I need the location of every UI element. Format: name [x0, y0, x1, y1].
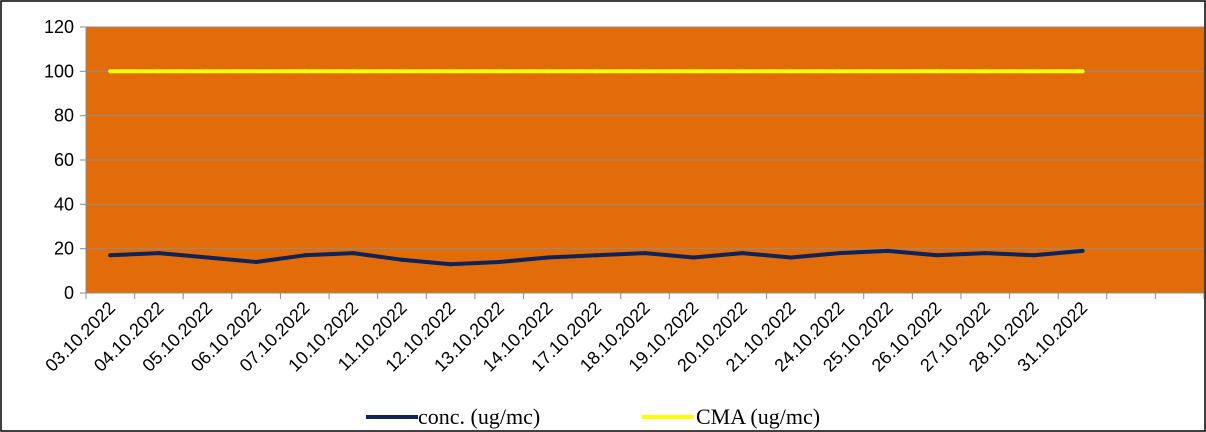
- series-1-point-20: [1080, 69, 1085, 74]
- series-1-point-9: [545, 69, 550, 74]
- series-1-point-14: [788, 69, 793, 74]
- series-0-point-1: [156, 251, 161, 256]
- axes: [85, 27, 1205, 299]
- series-0-point-8: [497, 260, 502, 264]
- series-1-point-17: [934, 69, 939, 74]
- series-0-point-15: [837, 251, 842, 256]
- series-1-point-18: [983, 69, 988, 74]
- series-lines: [108, 69, 1085, 267]
- legend: conc. (ug/mc) CMA (ug/mc): [366, 404, 820, 429]
- series-1-point-19: [1031, 69, 1036, 74]
- series-0-point-19: [1031, 253, 1036, 258]
- y-tick-label-0: 0: [64, 283, 74, 303]
- series-0-point-7: [448, 262, 453, 267]
- series-1-point-10: [594, 69, 599, 74]
- series-1-point-6: [400, 69, 404, 74]
- y-tick-label-20: 20: [54, 239, 74, 259]
- y-tick-label-80: 80: [54, 106, 74, 126]
- series-1-point-1: [156, 69, 161, 74]
- series-0-point-12: [691, 255, 696, 260]
- series-1-point-0: [108, 69, 113, 74]
- series-0-point-20: [1080, 248, 1085, 253]
- series-1-point-4: [302, 69, 307, 74]
- series-1-point-12: [691, 69, 696, 74]
- series-0-point-4: [302, 253, 307, 258]
- series-0-point-14: [788, 255, 793, 260]
- y-tick-label-60: 60: [54, 150, 74, 170]
- series-0-point-17: [934, 253, 939, 258]
- legend-label-0: conc. (ug/mc): [418, 404, 540, 429]
- series-0-point-3: [254, 260, 259, 264]
- series-0-point-10: [594, 253, 599, 258]
- series-0-point-0: [108, 253, 113, 258]
- series-1-point-15: [837, 69, 842, 74]
- series-0-point-9: [545, 255, 550, 260]
- legend-label-1: CMA (ug/mc): [696, 404, 820, 429]
- series-0-point-13: [740, 251, 745, 256]
- series-1-point-13: [740, 69, 745, 74]
- series-0-point-6: [400, 257, 404, 262]
- y-tick-label-40: 40: [54, 194, 74, 214]
- y-tick-label-120: 120: [44, 17, 74, 37]
- series-0-point-18: [983, 251, 988, 256]
- series-0-point-11: [643, 251, 647, 256]
- series-1-point-7: [448, 69, 453, 74]
- y-axis-tick-labels: 0 20 40 60 80 100 120: [44, 17, 74, 303]
- series-0-point-2: [205, 255, 210, 260]
- series-1-point-2: [205, 69, 210, 74]
- series-0-point-16: [886, 248, 890, 253]
- series-1-point-16: [886, 69, 890, 74]
- series-1-point-5: [351, 69, 356, 74]
- y-tick-label-100: 100: [44, 61, 74, 81]
- series-1-point-11: [643, 69, 647, 74]
- series-1-point-3: [254, 69, 259, 74]
- series-1-point-8: [497, 69, 502, 74]
- series-0-point-5: [351, 251, 356, 256]
